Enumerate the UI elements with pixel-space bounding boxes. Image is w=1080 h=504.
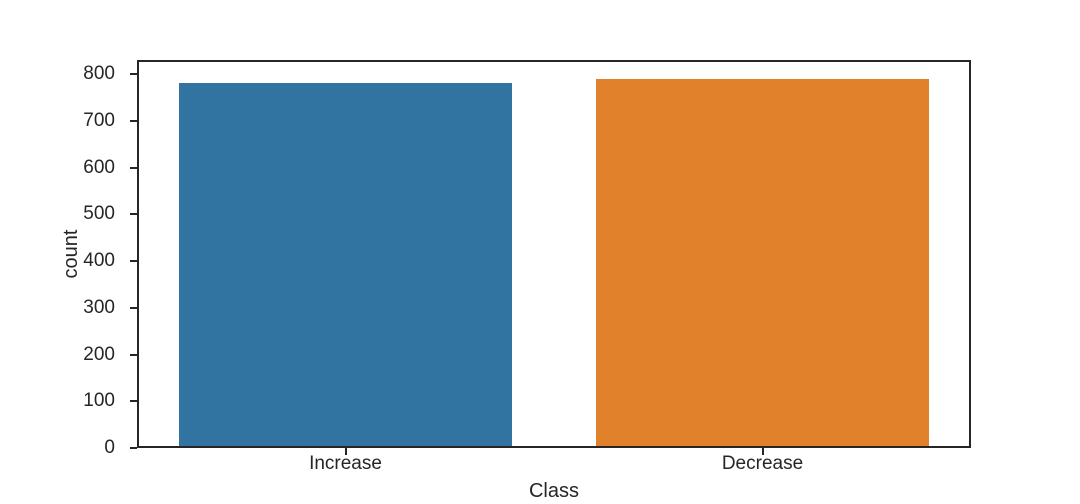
x-tick-mark xyxy=(344,448,347,455)
y-tick-label-700: 700 xyxy=(83,109,115,131)
x-axis-label: Class xyxy=(528,480,579,502)
y-tick-label-400: 400 xyxy=(83,250,115,271)
x-tick-mark xyxy=(761,448,764,455)
y-tick-mark xyxy=(130,119,137,122)
y-tick-mark xyxy=(130,213,137,216)
x-tick-label-increase: Increase xyxy=(309,453,382,474)
y-tick-label-500: 500 xyxy=(83,203,115,225)
y-tick-label-600: 600 xyxy=(83,156,115,178)
y-tick-label-100: 100 xyxy=(83,390,115,412)
y-tick-mark xyxy=(130,353,137,356)
y-tick-label-800: 800 xyxy=(83,63,115,84)
bar-increase xyxy=(178,83,513,448)
y-tick-mark xyxy=(130,306,137,309)
y-tick-mark xyxy=(130,73,137,75)
y-tick-label-0: 0 xyxy=(104,437,115,458)
bar-decrease xyxy=(595,78,930,448)
x-tick-label-decrease: Decrease xyxy=(721,453,804,474)
y-tick-mark xyxy=(130,400,137,403)
y-tick-mark xyxy=(130,260,137,262)
y-tick-label-200: 200 xyxy=(83,343,115,365)
y-axis-label: count xyxy=(60,229,82,279)
y-tick-mark xyxy=(130,166,137,169)
y-tick-mark xyxy=(130,447,137,449)
y-tick-label-300: 300 xyxy=(83,296,115,318)
